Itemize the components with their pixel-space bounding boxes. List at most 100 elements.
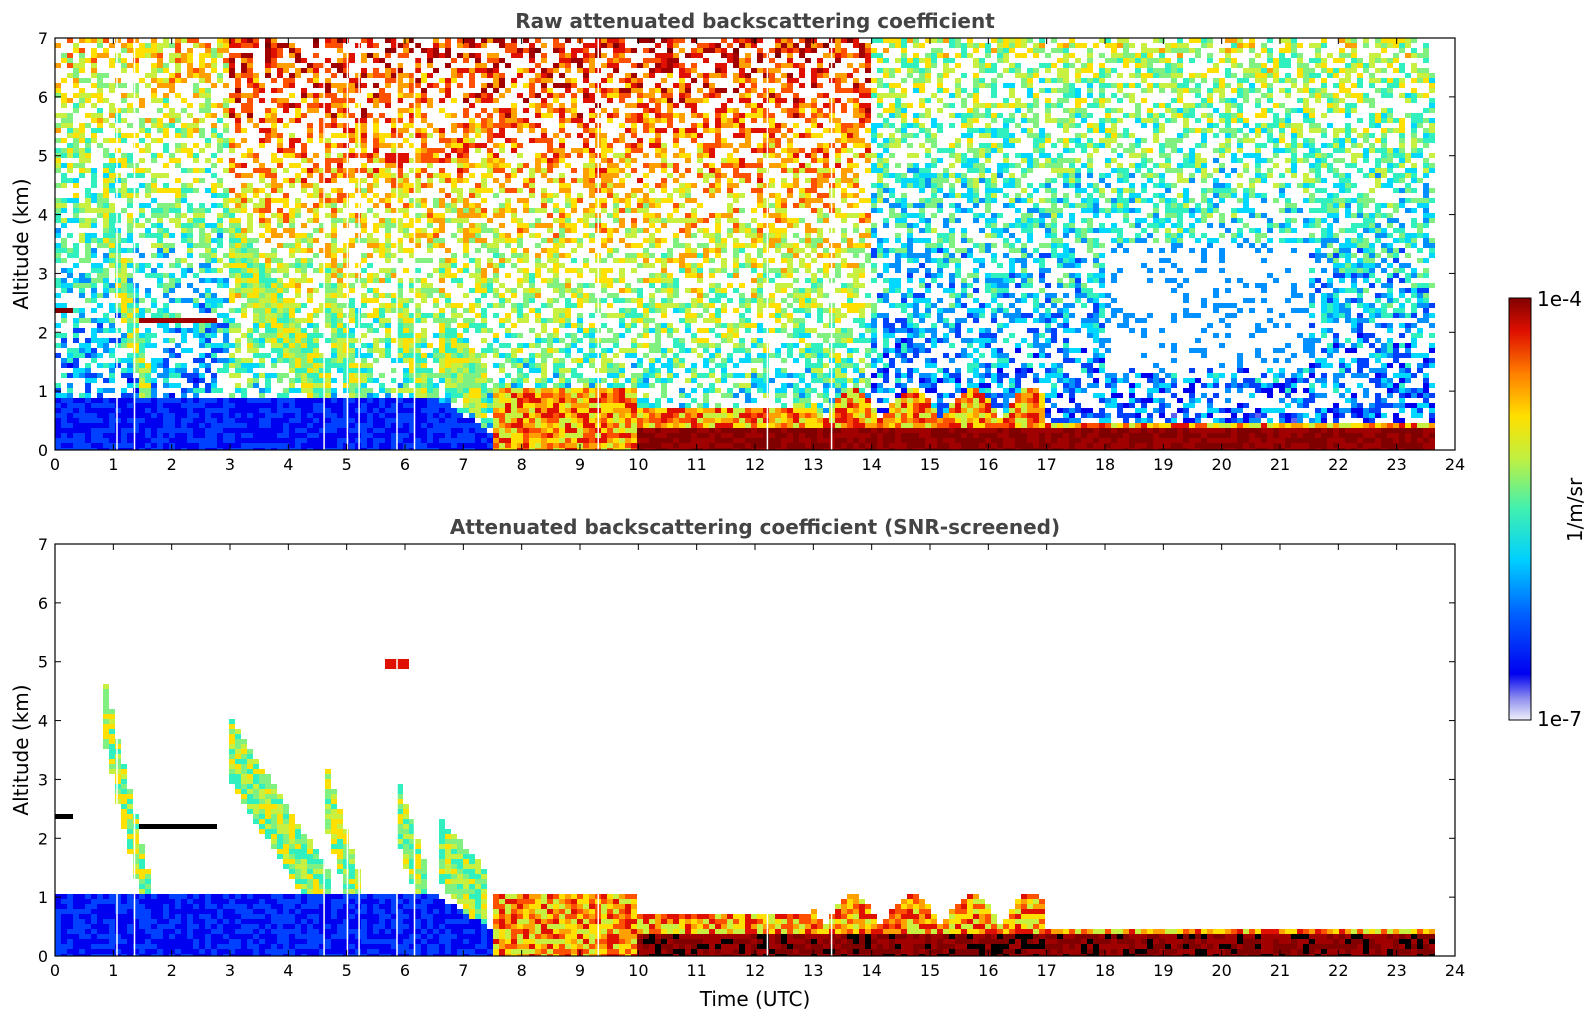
heatmap-cell <box>145 343 151 348</box>
heatmap-cell <box>289 443 295 448</box>
heatmap-cell <box>133 293 139 298</box>
heatmap-cell <box>493 388 499 393</box>
heatmap-cell <box>265 108 271 113</box>
heatmap-cell <box>181 133 187 138</box>
heatmap-cell <box>199 423 205 428</box>
heatmap-cell <box>229 328 235 333</box>
heatmap-cell <box>301 93 307 98</box>
heatmap-cell <box>559 93 565 98</box>
heatmap-cell <box>157 63 163 68</box>
heatmap-cell <box>235 238 241 243</box>
heatmap-cell <box>271 333 277 338</box>
heatmap-cell <box>439 293 445 298</box>
heatmap-cell <box>223 403 229 408</box>
heatmap-cell <box>337 173 343 178</box>
heatmap-cell <box>409 198 415 203</box>
heatmap-cell <box>205 433 211 438</box>
heatmap-cell <box>511 423 517 428</box>
heatmap-cell <box>289 313 295 318</box>
heatmap-cell <box>235 198 241 203</box>
heatmap-cell <box>175 413 181 418</box>
heatmap-cell <box>487 328 493 333</box>
heatmap-cell <box>259 338 265 343</box>
heatmap-cell <box>301 398 307 403</box>
heatmap-cell <box>349 88 355 93</box>
heatmap-cell <box>109 413 115 418</box>
heatmap-cell <box>163 273 169 278</box>
heatmap-cell <box>109 388 115 393</box>
heatmap-cell <box>541 278 547 283</box>
heatmap-cell <box>547 428 553 433</box>
heatmap-cell <box>451 373 457 378</box>
heatmap-cell <box>79 218 85 223</box>
heatmap-cell <box>295 283 301 288</box>
heatmap-cell <box>151 173 157 178</box>
heatmap-cell <box>271 213 277 218</box>
heatmap-cell <box>553 253 559 258</box>
heatmap-cell <box>457 443 463 448</box>
heatmap-cell <box>391 273 397 278</box>
heatmap-cell <box>565 313 571 318</box>
heatmap-cell <box>385 353 391 358</box>
heatmap-cell <box>175 133 181 138</box>
heatmap-cell <box>457 433 463 438</box>
heatmap-cell <box>535 223 541 228</box>
heatmap-cell <box>307 378 313 383</box>
heatmap-cell <box>115 78 121 83</box>
heatmap-cell <box>229 43 235 48</box>
heatmap-cell <box>493 168 499 173</box>
heatmap-cell <box>421 378 427 383</box>
heatmap-cell <box>265 413 271 418</box>
heatmap-cell <box>229 73 235 78</box>
heatmap-cell <box>487 343 493 348</box>
heatmap-cell <box>463 93 469 98</box>
heatmap-cell <box>289 343 295 348</box>
heatmap-cell <box>217 228 223 233</box>
heatmap-cell <box>571 238 577 243</box>
heatmap-cell <box>259 408 265 413</box>
heatmap-cell <box>451 353 457 358</box>
heatmap-cell <box>55 393 61 398</box>
heatmap-cell <box>553 448 559 450</box>
heatmap-cell <box>343 293 349 298</box>
heatmap-cell <box>451 378 457 383</box>
heatmap-cell <box>487 153 493 158</box>
heatmap-cell <box>565 238 571 243</box>
heatmap-cell <box>211 188 217 193</box>
heatmap-cell <box>55 388 61 393</box>
heatmap-cell <box>349 368 355 373</box>
heatmap-cell <box>415 308 421 313</box>
heatmap-cell <box>157 188 163 193</box>
heatmap-cell <box>103 243 109 248</box>
heatmap-cell <box>139 158 145 163</box>
heatmap-cell <box>61 318 67 323</box>
heatmap-cell <box>307 373 313 378</box>
heatmap-cell <box>523 273 529 278</box>
heatmap-cell <box>175 428 181 433</box>
heatmap-cell <box>403 333 409 338</box>
heatmap-cell <box>289 358 295 363</box>
heatmap-cell <box>91 58 97 63</box>
heatmap-cell <box>499 123 505 128</box>
heatmap-cell <box>193 408 199 413</box>
heatmap-cell <box>337 408 343 413</box>
heatmap-cell <box>379 318 385 323</box>
heatmap-cell <box>115 188 121 193</box>
heatmap-cell <box>259 268 265 273</box>
heatmap-cell <box>295 443 301 448</box>
heatmap-cell <box>457 373 463 378</box>
heatmap-cell <box>271 48 277 53</box>
heatmap-cell <box>475 113 481 118</box>
heatmap-cell <box>397 303 403 308</box>
heatmap-cell <box>601 278 607 283</box>
heatmap-cell <box>211 438 217 443</box>
heatmap-cell <box>529 328 535 333</box>
heatmap-cell <box>91 63 97 68</box>
heatmap-cell <box>589 153 595 158</box>
heatmap-cell <box>259 83 265 88</box>
heatmap-cell <box>229 323 235 328</box>
heatmap-cell <box>295 388 301 393</box>
heatmap-cell <box>607 428 613 433</box>
heatmap-cell <box>367 153 373 158</box>
heatmap-cell <box>193 128 199 133</box>
